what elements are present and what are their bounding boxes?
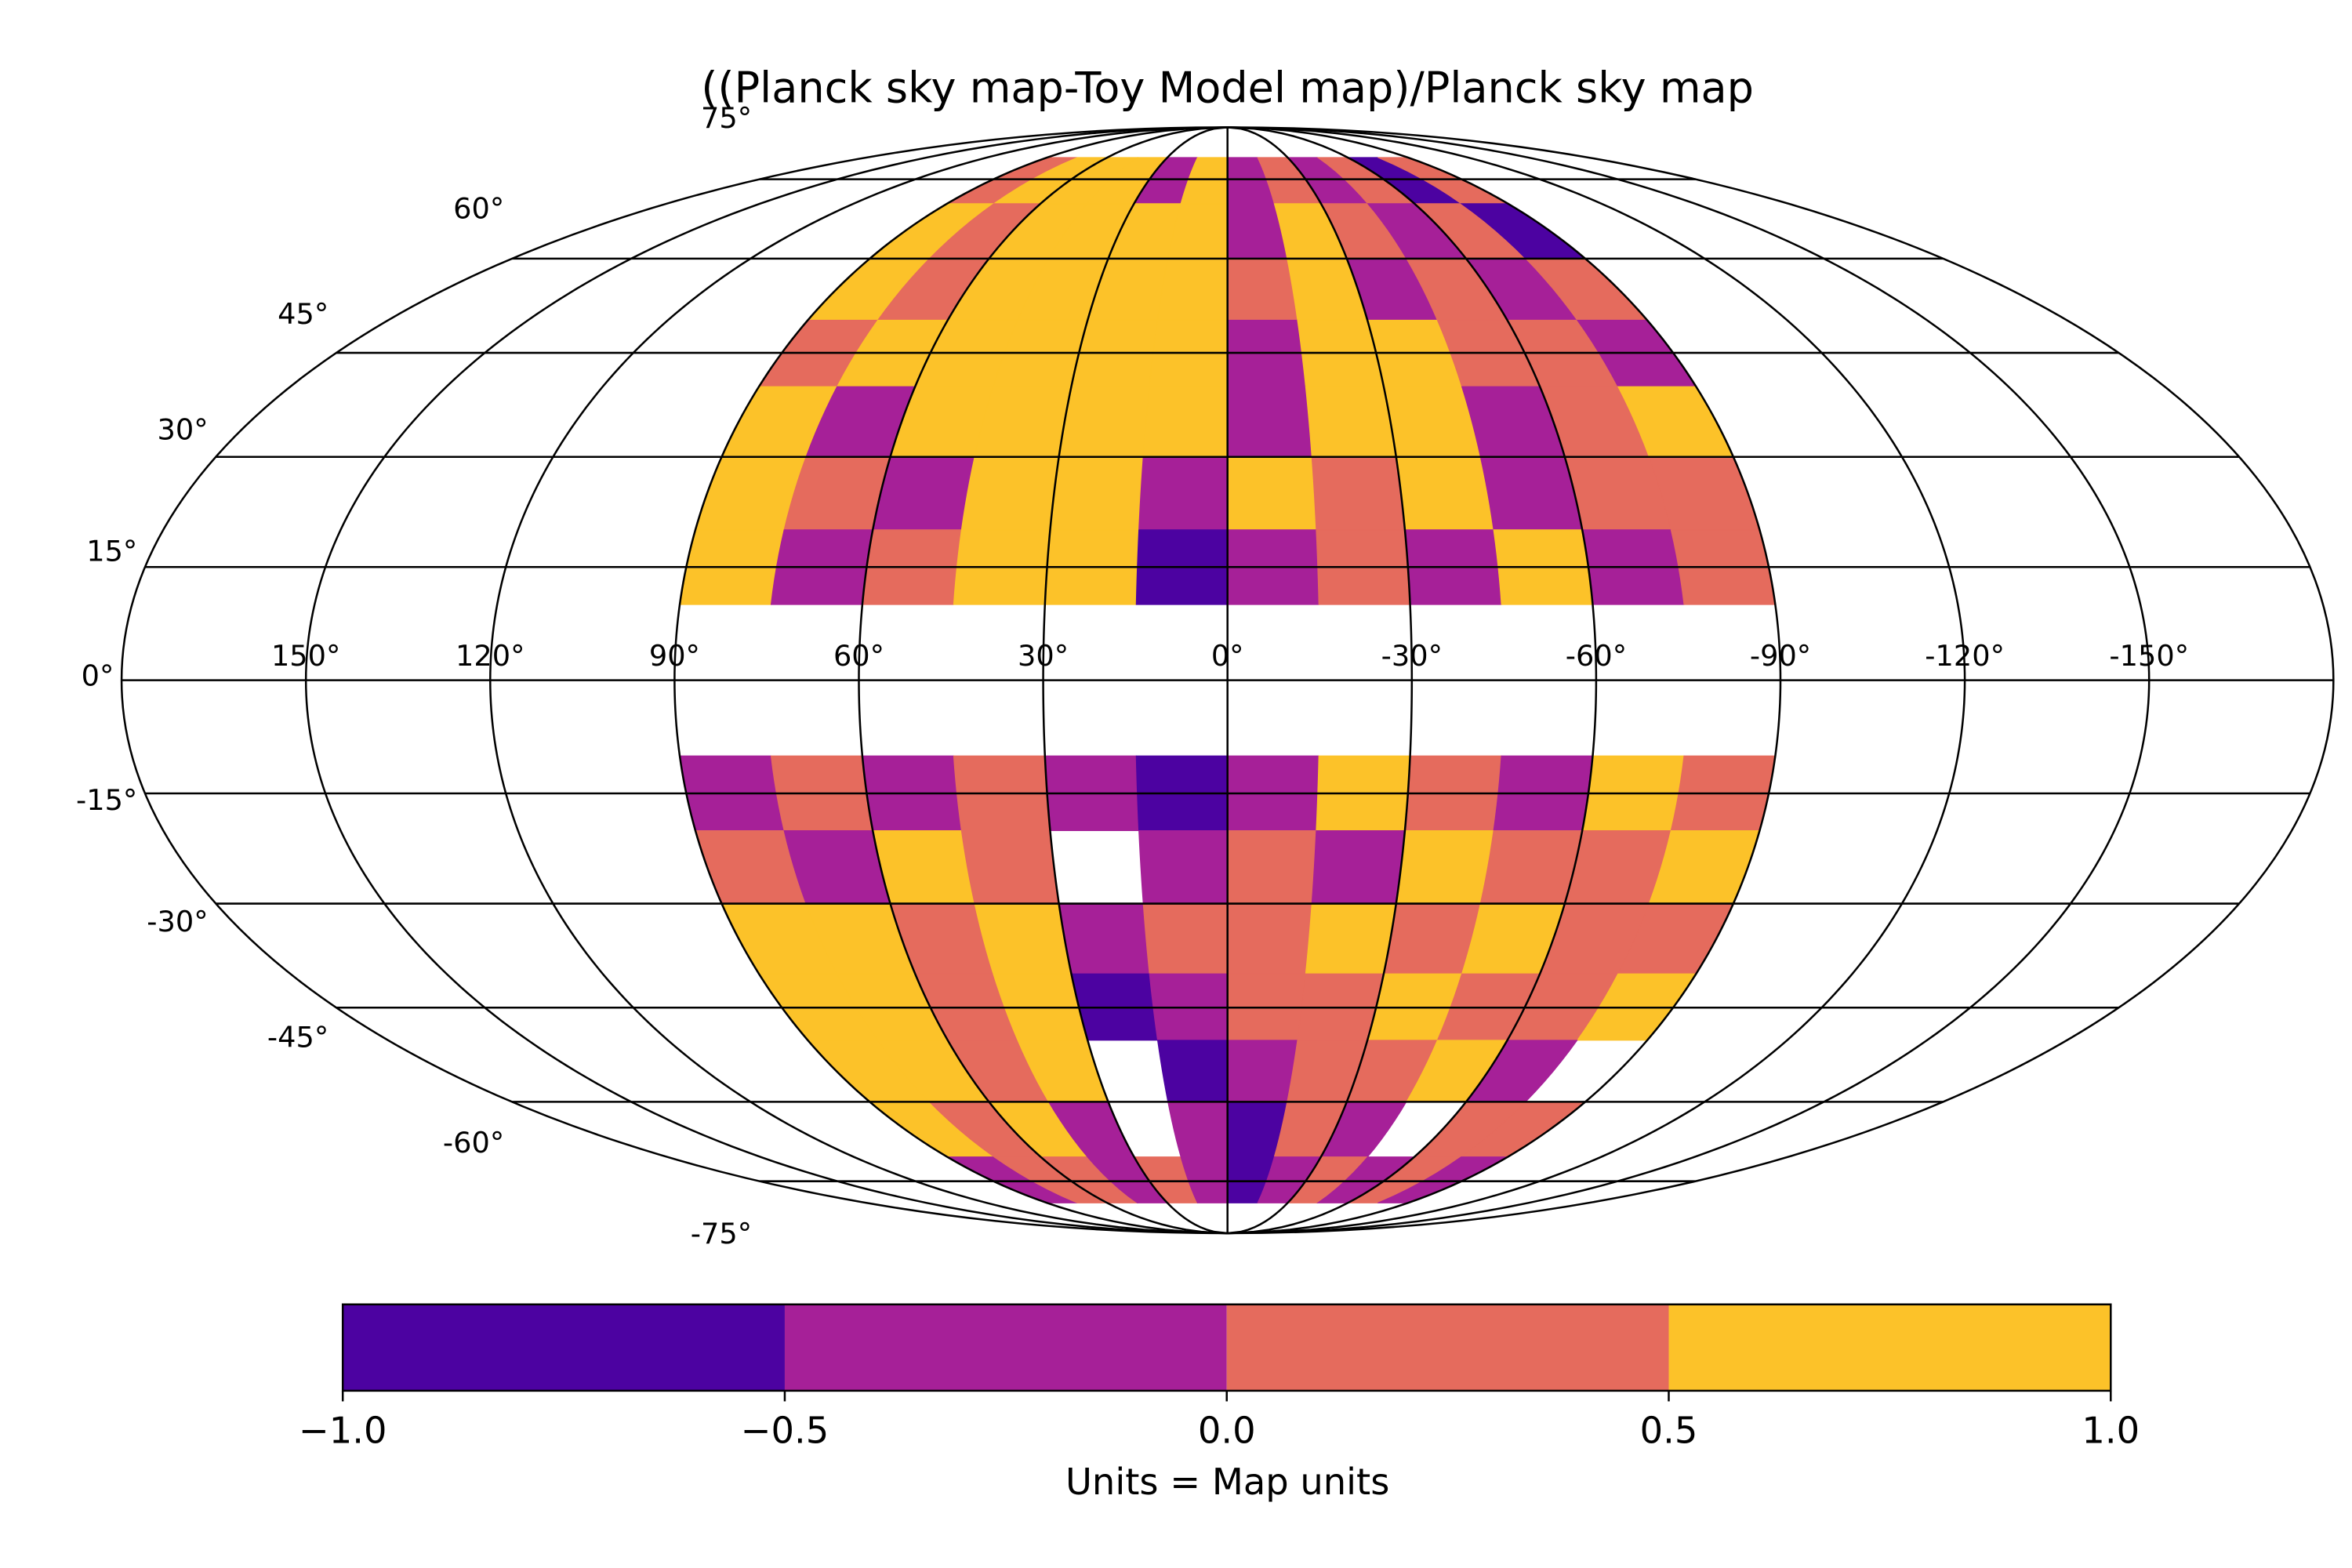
map-cell	[1396, 830, 1494, 905]
map-cell	[1227, 1040, 1298, 1102]
map-cell	[1396, 456, 1494, 531]
lon-label: -150°	[2109, 639, 2189, 673]
graticule: 150° 120° 90° 60° 30° 0° -30° -60° -90° -120° -150…	[76, 101, 2335, 1250]
lon-label: 30°	[1018, 639, 1069, 673]
map-cell	[1227, 903, 1312, 975]
lat-label: -60°	[443, 1126, 504, 1160]
lat-label: -15°	[76, 783, 137, 817]
lat-label: 60°	[453, 192, 504, 226]
lat-label: 0°	[82, 659, 114, 692]
lat-label: -45°	[267, 1020, 328, 1054]
map-cell	[1142, 903, 1229, 975]
map-cell	[1058, 386, 1150, 458]
colorbar-label: Units = Map units	[1065, 1461, 1389, 1503]
colorbar-segment	[784, 1304, 1227, 1391]
lat-label: 45°	[278, 297, 328, 331]
colorbar-tick-label: −1.0	[299, 1410, 387, 1452]
colorbar-segment	[1226, 1304, 1669, 1391]
lon-label: 60°	[833, 639, 884, 673]
lon-label: 150°	[271, 639, 340, 673]
map-cell	[960, 830, 1060, 905]
lon-label: 90°	[649, 639, 700, 673]
colorbar: −1.0 −0.5 0.0 0.5 1.0	[299, 1303, 2140, 1452]
map-cell	[1167, 1101, 1229, 1158]
map-cell	[1156, 1040, 1229, 1102]
lon-label: -90°	[1750, 639, 1811, 673]
map-cell	[1138, 456, 1229, 531]
colorbar-tick-label: 1.0	[2082, 1410, 2140, 1452]
colorbar-tick-label: 0.5	[1640, 1410, 1698, 1452]
lat-label: 15°	[86, 534, 137, 568]
map-cell	[1058, 903, 1150, 975]
lat-label: 30°	[158, 412, 209, 446]
lat-label: -75°	[691, 1217, 752, 1250]
lon-label: -30°	[1381, 639, 1443, 673]
map-cell	[1311, 830, 1406, 905]
map-cell	[1227, 258, 1298, 321]
map-cell	[1049, 456, 1144, 531]
map-cell	[1138, 830, 1229, 905]
colorbar-segment	[343, 1304, 785, 1391]
lon-label: 120°	[456, 639, 524, 673]
lat-label: 75°	[701, 101, 752, 135]
colorbar-tick-label: 0.0	[1198, 1410, 1256, 1452]
map-cell	[1142, 386, 1229, 458]
map-cell	[1305, 903, 1397, 975]
colorbar-segment	[1668, 1304, 2111, 1391]
map-cell	[1227, 386, 1312, 458]
colorbar-tick-label: −0.5	[741, 1410, 829, 1452]
map-cell	[1311, 456, 1406, 531]
map-cell	[960, 456, 1060, 531]
lon-label: 0°	[1211, 639, 1244, 673]
chart-title: ((Planck sky map-Toy Model map)/Planck s…	[701, 64, 1754, 113]
map-cell	[1227, 456, 1317, 531]
lon-label: -60°	[1566, 639, 1627, 673]
lon-label: -120°	[1925, 639, 2005, 673]
map-cell	[1305, 386, 1397, 458]
map-cell	[1156, 258, 1229, 321]
lat-label: -30°	[147, 905, 208, 938]
map-cell	[1227, 830, 1317, 905]
